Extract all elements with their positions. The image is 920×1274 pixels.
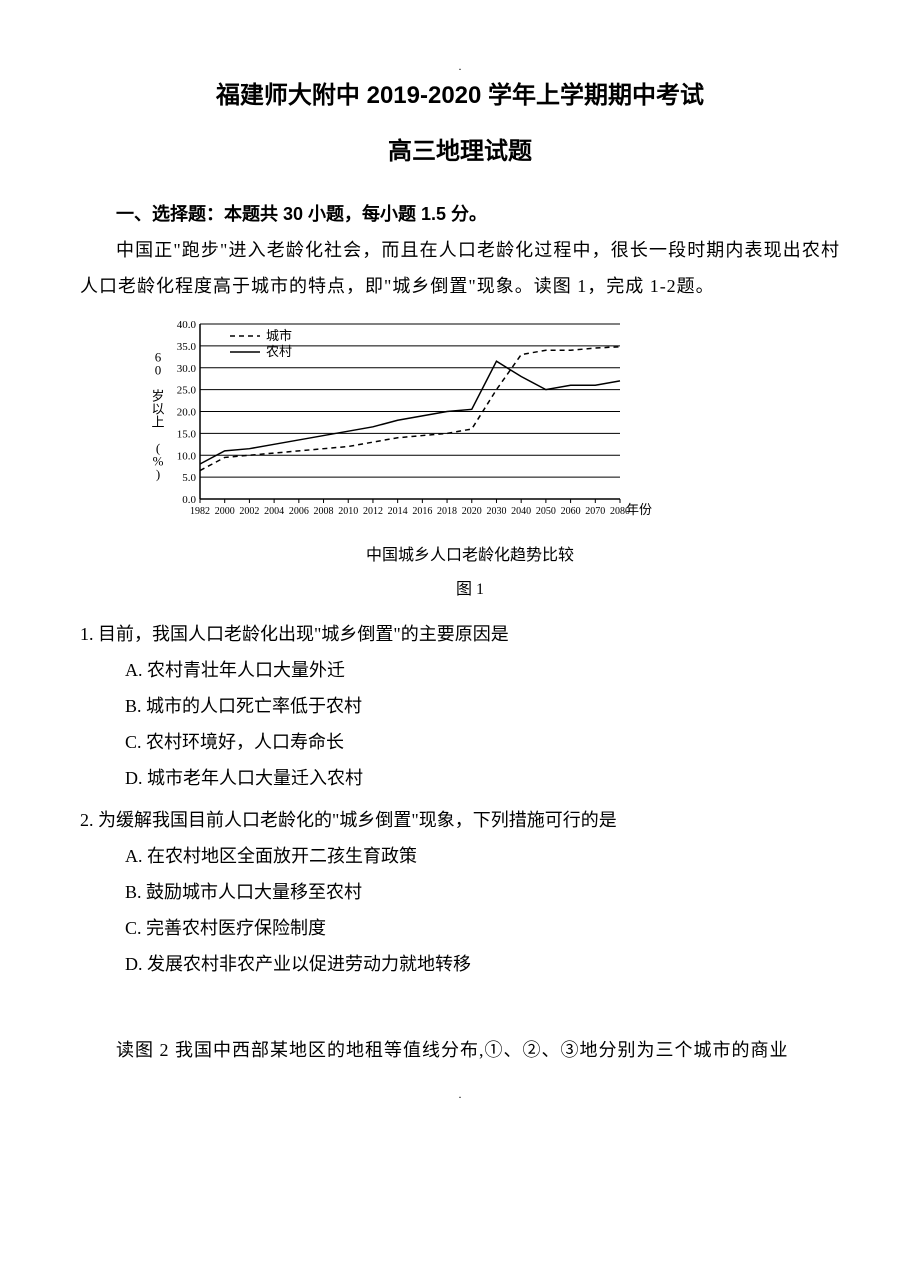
svg-text:2070: 2070 <box>585 506 605 517</box>
svg-text:2010: 2010 <box>338 506 358 517</box>
next-section-intro: 读图 2 我国中西部某地区的地租等值线分布,①、②、③地分别为三个城市的商业 <box>80 1032 840 1068</box>
question-1-option-b: B. 城市的人口死亡率低于农村 <box>80 688 840 724</box>
chart-caption: 中国城乡人口老龄化趋势比较 <box>100 540 840 572</box>
question-2-option-c: C. 完善农村医疗保险制度 <box>80 910 840 946</box>
svg-text:上: 上 <box>151 415 164 430</box>
svg-text:2016: 2016 <box>412 506 432 517</box>
svg-text:2004: 2004 <box>264 506 284 517</box>
svg-text:2000: 2000 <box>215 506 235 517</box>
question-1-option-d: D. 城市老年人口大量迁入农村 <box>80 760 840 796</box>
svg-text:2006: 2006 <box>289 506 309 517</box>
svg-text:2040: 2040 <box>511 506 531 517</box>
svg-text:城市: 城市 <box>266 328 292 343</box>
svg-text:1982: 1982 <box>190 506 210 517</box>
svg-text:年份: 年份 <box>626 502 652 517</box>
svg-text:20.0: 20.0 <box>177 407 197 419</box>
question-2-stem: 2. 为缓解我国目前人口老龄化的"城乡倒置"现象，下列措施可行的是 <box>80 802 840 838</box>
exam-title-line1: 福建师大附中 2019-2020 学年上学期期中考试 <box>80 72 840 120</box>
svg-text:): ) <box>156 467 160 482</box>
svg-text:10.0: 10.0 <box>177 450 197 462</box>
svg-text:2002: 2002 <box>239 506 259 517</box>
svg-text:35.0: 35.0 <box>177 341 197 353</box>
svg-text:2018: 2018 <box>437 506 457 517</box>
svg-text:15.0: 15.0 <box>177 428 197 440</box>
svg-text:2050: 2050 <box>536 506 556 517</box>
aging-trend-chart: 0.0 5.0 10.0 15.0 20.0 25.0 30.0 35.0 40.0 1982 20… <box>140 314 660 524</box>
svg-text:2008: 2008 <box>314 506 334 517</box>
svg-text:0: 0 <box>155 363 162 378</box>
svg-text:2014: 2014 <box>388 506 408 517</box>
question-2-option-b: B. 鼓励城市人口大量移至农村 <box>80 874 840 910</box>
svg-text:2012: 2012 <box>363 506 383 517</box>
question-1-option-a: A. 农村青壮年人口大量外迁 <box>80 652 840 688</box>
question-1-option-c: C. 农村环境好，人口寿命长 <box>80 724 840 760</box>
chart-figure-1: 0.0 5.0 10.0 15.0 20.0 25.0 30.0 35.0 40.0 1982 20… <box>140 314 840 606</box>
svg-text:2020: 2020 <box>462 506 482 517</box>
question-1-stem: 1. 目前，我国人口老龄化出现"城乡倒置"的主要原因是 <box>80 616 840 652</box>
section-1-intro: 中国正"跑步"进入老龄化社会，而且在人口老龄化过程中，很长一段时期内表现出农村人… <box>80 232 840 304</box>
page-top-dot: . <box>80 60 840 72</box>
svg-text:2060: 2060 <box>561 506 581 517</box>
svg-text:40.0: 40.0 <box>177 319 197 331</box>
page-bottom-dot: . <box>80 1088 840 1100</box>
exam-title-line2: 高三地理试题 <box>80 128 840 176</box>
svg-text:30.0: 30.0 <box>177 363 197 375</box>
svg-text:0.0: 0.0 <box>182 494 196 506</box>
section-1-header: 一、选择题：本题共 30 小题，每小题 1.5 分。 <box>80 196 840 232</box>
svg-text:2030: 2030 <box>486 506 506 517</box>
chart-figure-label: 图 1 <box>100 574 840 606</box>
question-2-option-a: A. 在农村地区全面放开二孩生育政策 <box>80 838 840 874</box>
question-2-option-d: D. 发展农村非农产业以促进劳动力就地转移 <box>80 946 840 982</box>
svg-text:农村: 农村 <box>266 344 292 359</box>
svg-text:5.0: 5.0 <box>182 472 196 484</box>
svg-text:25.0: 25.0 <box>177 385 197 397</box>
